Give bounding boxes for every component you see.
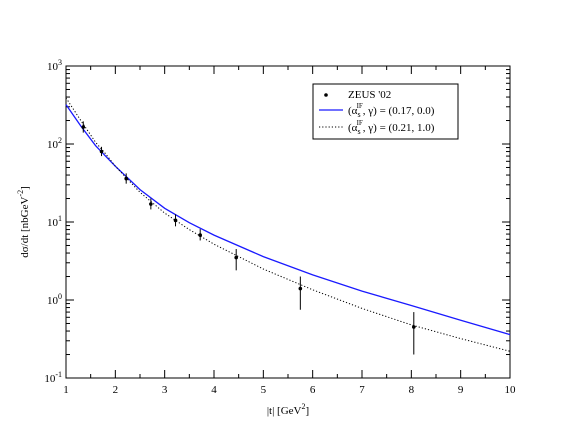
x-tick-label: 4 [211,384,217,396]
x-tick-label: 2 [113,384,119,396]
legend-marker [324,93,328,97]
y-axis-title: dσ/dt [nbGeV-2] [16,186,31,258]
data-point [298,286,303,291]
y-tick-label: 100 [47,292,62,307]
x-tick-label: 9 [458,384,464,396]
data-point [124,176,128,181]
legend-label: (αsIF, γ) = (0.17, 0.0) [348,102,435,119]
data-point [198,233,202,237]
data-point [149,202,153,206]
y-tick-label: 101 [47,214,62,229]
curve-solid [65,104,511,336]
x-tick-label: 6 [310,384,316,396]
y-tick-label: 103 [47,58,62,73]
data-point [412,325,416,329]
x-tick-label: 3 [162,384,168,396]
x-tick-label: 10 [505,384,517,396]
y-tick-label: 102 [47,136,62,151]
x-tick-label: 7 [359,384,365,396]
x-tick-label: 5 [261,384,267,396]
curve-dotted [65,97,511,352]
plot-area: 1 2 3 4 5 6 7 8 9 10 10-1 100 101 102 103 |t| [GeV2] dσ/… [16,58,516,417]
y-tick-label: 10-1 [44,370,62,385]
data-point [173,218,178,223]
legend-label: ZEUS '02 [348,89,391,101]
data-point [99,149,104,154]
x-tick-label: 8 [409,384,415,396]
legend-box [312,83,459,140]
data-point [234,255,238,260]
x-tick-label: 1 [63,384,69,396]
legend-label: (αsIF, γ) = (0.21, 1.0) [348,119,435,136]
data-point [81,125,86,129]
x-axis-title: |t| [GeV2] [267,402,309,417]
